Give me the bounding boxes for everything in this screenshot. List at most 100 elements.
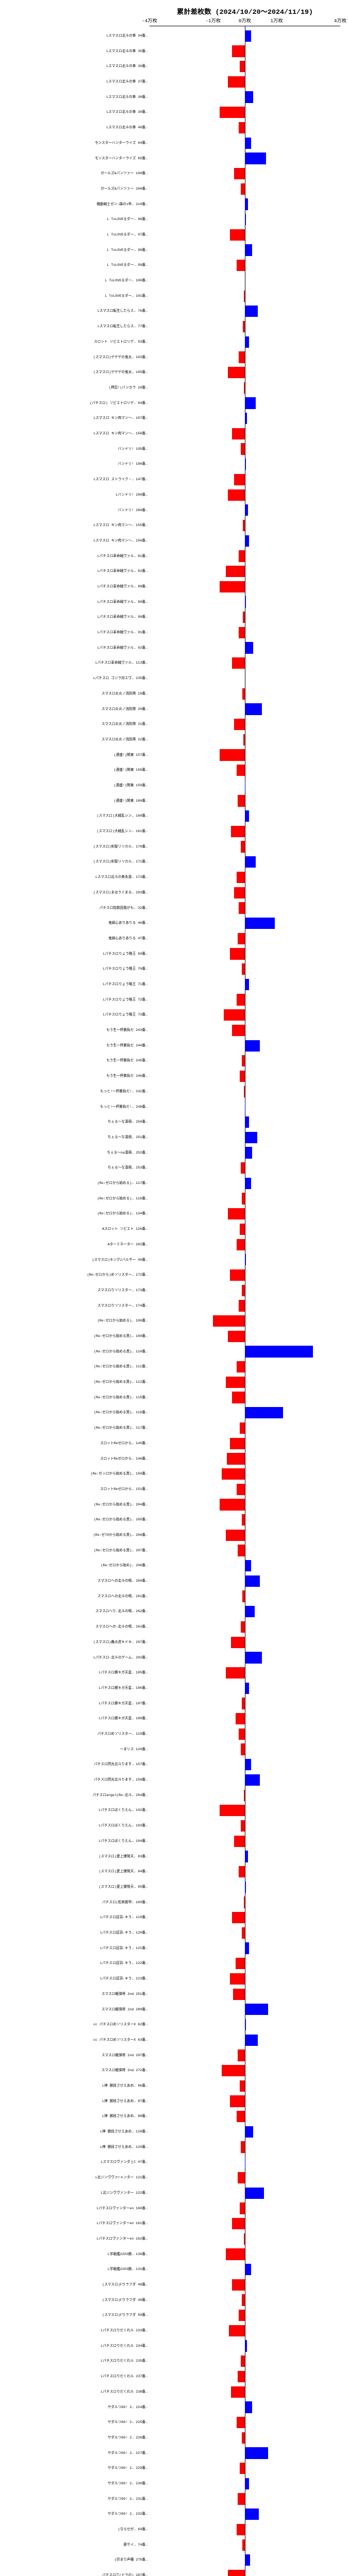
bar [245, 198, 248, 210]
row-label: ガールズ&パンツァー 199番… [2, 166, 147, 181]
bar [245, 1851, 248, 1862]
bar [234, 474, 245, 485]
row-label: サダルつGO! 2… 231番… [2, 2492, 147, 2507]
row-label: (スマスロ)轟炎虎キドキ… 297番… [2, 1635, 147, 1650]
bar [243, 520, 245, 531]
row-label: L宇戦艦2203勝… 131番… [2, 2262, 147, 2277]
bar [237, 260, 245, 271]
bar [245, 1683, 249, 1694]
row-label: Lパチスロ証羽-キう… 121番… [2, 1941, 147, 1956]
row-label: スマスロりソリスター… 173番… [2, 1283, 147, 1298]
bar [238, 2049, 245, 2061]
row-label: Lパチスロりだくれル 235番… [2, 2353, 147, 2369]
row-label: 鬼縁心ありありる 47番… [2, 931, 147, 946]
bar [237, 1239, 245, 1250]
row-label: Lパチスロ革命戦ヴァル… 91番… [2, 625, 147, 640]
row-label: (スマスロ)キングzバルサー 49番… [2, 1252, 147, 1268]
row-label: Lスマスロ キン肉マン～… 157番… [2, 411, 147, 426]
bar [241, 1621, 245, 1633]
row-label: モンスターハンターライズ 65番… [2, 151, 147, 166]
row-label: Lパチスロ革命戦ヴァル… 92番… [2, 640, 147, 656]
bar [242, 1193, 245, 1204]
row-label: Lバンドリ! 290番… [2, 487, 147, 503]
row-label: Lパチスロ革命戦ヴァル… 82番… [2, 564, 147, 579]
row-label: スマスロ軽弾将 2nd 272番… [2, 2063, 147, 2078]
bar [245, 2004, 268, 2015]
row-label: Lスマスロ転生したらス… 77番… [2, 319, 147, 334]
bar [234, 168, 245, 179]
bar [226, 1530, 245, 1541]
row-label: Lパチスロりょう略王 72番… [2, 992, 147, 1008]
horizontal-bar-chart: 累計差枚数 (2024/10/20～2024/11/19)-4万枚-1万枚0万枚… [0, 0, 348, 2576]
row-label: Lスマスロ キン肉マン～… 158番… [2, 426, 147, 442]
bar [230, 2095, 245, 2107]
bar [233, 1989, 245, 2000]
bar [242, 1698, 245, 1709]
row-label: Lスマスロ ストライク・… 147番… [2, 472, 147, 487]
bar [241, 443, 245, 454]
row-label: もう生一杯勝負だ 245番… [2, 1053, 147, 1069]
bar [234, 1836, 245, 1847]
row-label: cc パチスロめソリスターX 63番… [2, 2032, 147, 2048]
bar [245, 2478, 249, 2489]
bar [242, 2432, 245, 2444]
row-label: パチスロ(松来姫甲… 160番… [2, 1895, 147, 1910]
bar [245, 504, 248, 516]
row-label: モンスターハンターライズ 64番… [2, 135, 147, 151]
bar [245, 2188, 264, 2199]
row-label: (Re:ゼロから始める異)… 205番… [2, 1512, 147, 1528]
bar [241, 183, 245, 195]
bar [237, 765, 245, 776]
bar [230, 948, 245, 959]
bar [245, 2509, 259, 2520]
row-label: L ToLOVEるダー… 98番… [2, 243, 147, 258]
row-label: L ToLOVEるダー… 100番… [2, 273, 147, 289]
bar [226, 1667, 245, 1679]
bar [245, 2554, 250, 2566]
row-label: Lパチスロ証羽-キう… 122番… [2, 1956, 147, 1971]
bar [245, 2447, 268, 2459]
row-label: Lパチスロりょう略王 73番… [2, 1007, 147, 1023]
bar [245, 152, 266, 164]
bar [245, 1132, 257, 1143]
bar [226, 566, 245, 577]
row-label: Lパチスロりだくれル 234番… [2, 2338, 147, 2354]
row-label: (Re:ゼロから始め)… 208番… [2, 1558, 147, 1573]
bar [245, 1560, 251, 1571]
bar [232, 657, 245, 669]
bar [220, 1499, 245, 1510]
bar [238, 2172, 245, 2183]
bar [228, 1331, 245, 1342]
row-label: スマスロりソリスター… 174番… [2, 1298, 147, 1314]
bar [241, 841, 245, 852]
row-label: 鬼縁心ありありる 46番… [2, 916, 147, 931]
bar [245, 2264, 251, 2275]
bar [245, 459, 246, 470]
row-label: スマスロ炎炎ノ消防隊 20番… [2, 702, 147, 717]
row-label: (スマスロ)愛上爆発天… 84番… [2, 1864, 147, 1879]
bar [234, 887, 245, 899]
row-label: Aターミネーター 202番… [2, 1237, 147, 1252]
row-label: LスマスロヴァンダェC 47番… [2, 2155, 147, 2170]
row-label: パチスロ閃光北斗ります… 158番… [2, 1772, 147, 1788]
bar [245, 91, 253, 103]
x-tick-label: -1万枚 [197, 16, 228, 24]
row-label: (スマスロ)大戦乱シン… 160番… [2, 808, 147, 824]
bar [228, 367, 245, 378]
bar [237, 2417, 245, 2428]
bar [238, 1545, 245, 1556]
row-label: 悪サイ… 74番… [2, 2537, 147, 2553]
bar [245, 979, 249, 990]
row-label: (スマスロ)Fりラフダ 49番… [2, 2293, 147, 2308]
row-label: (Re:ゼロから始める)… 134番… [2, 1206, 147, 1222]
row-label: もっと!一杯勝負だ!… 248番… [2, 1099, 147, 1115]
row-label: ちぇる～na漢冊… 252番… [2, 1145, 147, 1161]
row-label: (スマスロ)Fりラフダ 50番… [2, 2308, 147, 2323]
row-label: (Re:ゼロから始める異)… 117番… [2, 1420, 147, 1436]
row-label: L ToLOVEるダー… 96番… [2, 212, 147, 227]
row-label: L北ジンヴヴァンター 122番… [2, 2185, 147, 2201]
row-label: Lパチスロりょう略王 70番… [2, 961, 147, 977]
bar [245, 1882, 246, 1893]
row-label: スマスロ軽弾将 2nd 289番… [2, 2002, 147, 2018]
row-label: サダルつGO! 2… 230番… [2, 2476, 147, 2492]
